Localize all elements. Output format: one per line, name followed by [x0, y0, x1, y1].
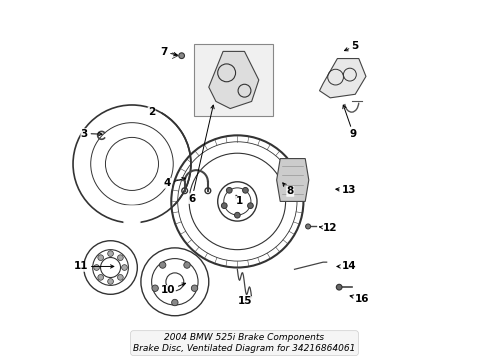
- Circle shape: [98, 275, 103, 280]
- FancyBboxPatch shape: [124, 206, 140, 225]
- Circle shape: [107, 279, 113, 284]
- Circle shape: [336, 284, 341, 290]
- Circle shape: [221, 203, 226, 208]
- Circle shape: [305, 224, 310, 229]
- Circle shape: [107, 251, 113, 256]
- Circle shape: [226, 188, 232, 193]
- Circle shape: [122, 265, 127, 270]
- Circle shape: [117, 255, 123, 261]
- Circle shape: [171, 299, 178, 306]
- Polygon shape: [208, 51, 258, 109]
- Circle shape: [179, 53, 184, 59]
- Circle shape: [247, 203, 253, 208]
- Circle shape: [117, 275, 123, 280]
- Text: 2004 BMW 525i Brake Components
Brake Disc, Ventilated Diagram for 34216864061: 2004 BMW 525i Brake Components Brake Dis…: [133, 333, 355, 353]
- Polygon shape: [276, 158, 308, 202]
- Circle shape: [94, 265, 99, 270]
- Circle shape: [183, 262, 190, 268]
- Circle shape: [242, 188, 248, 193]
- Text: 11: 11: [74, 261, 114, 271]
- Text: 12: 12: [319, 223, 337, 233]
- Text: 6: 6: [188, 105, 214, 203]
- Text: 15: 15: [238, 296, 252, 306]
- Text: 10: 10: [161, 283, 185, 296]
- Text: 14: 14: [336, 261, 356, 271]
- Circle shape: [98, 255, 103, 261]
- Text: 1: 1: [235, 195, 242, 206]
- Text: 2: 2: [148, 107, 155, 117]
- Text: 4: 4: [163, 177, 185, 188]
- Circle shape: [152, 285, 158, 292]
- Text: 13: 13: [335, 185, 356, 195]
- Text: 16: 16: [349, 294, 369, 303]
- Text: 3: 3: [81, 129, 102, 139]
- Text: 5: 5: [344, 41, 358, 51]
- Text: 8: 8: [282, 183, 293, 197]
- Text: 9: 9: [342, 105, 356, 139]
- Circle shape: [234, 212, 240, 218]
- FancyBboxPatch shape: [194, 44, 272, 116]
- Circle shape: [159, 262, 165, 268]
- Polygon shape: [319, 59, 365, 98]
- Text: 7: 7: [160, 47, 177, 57]
- Circle shape: [191, 285, 197, 292]
